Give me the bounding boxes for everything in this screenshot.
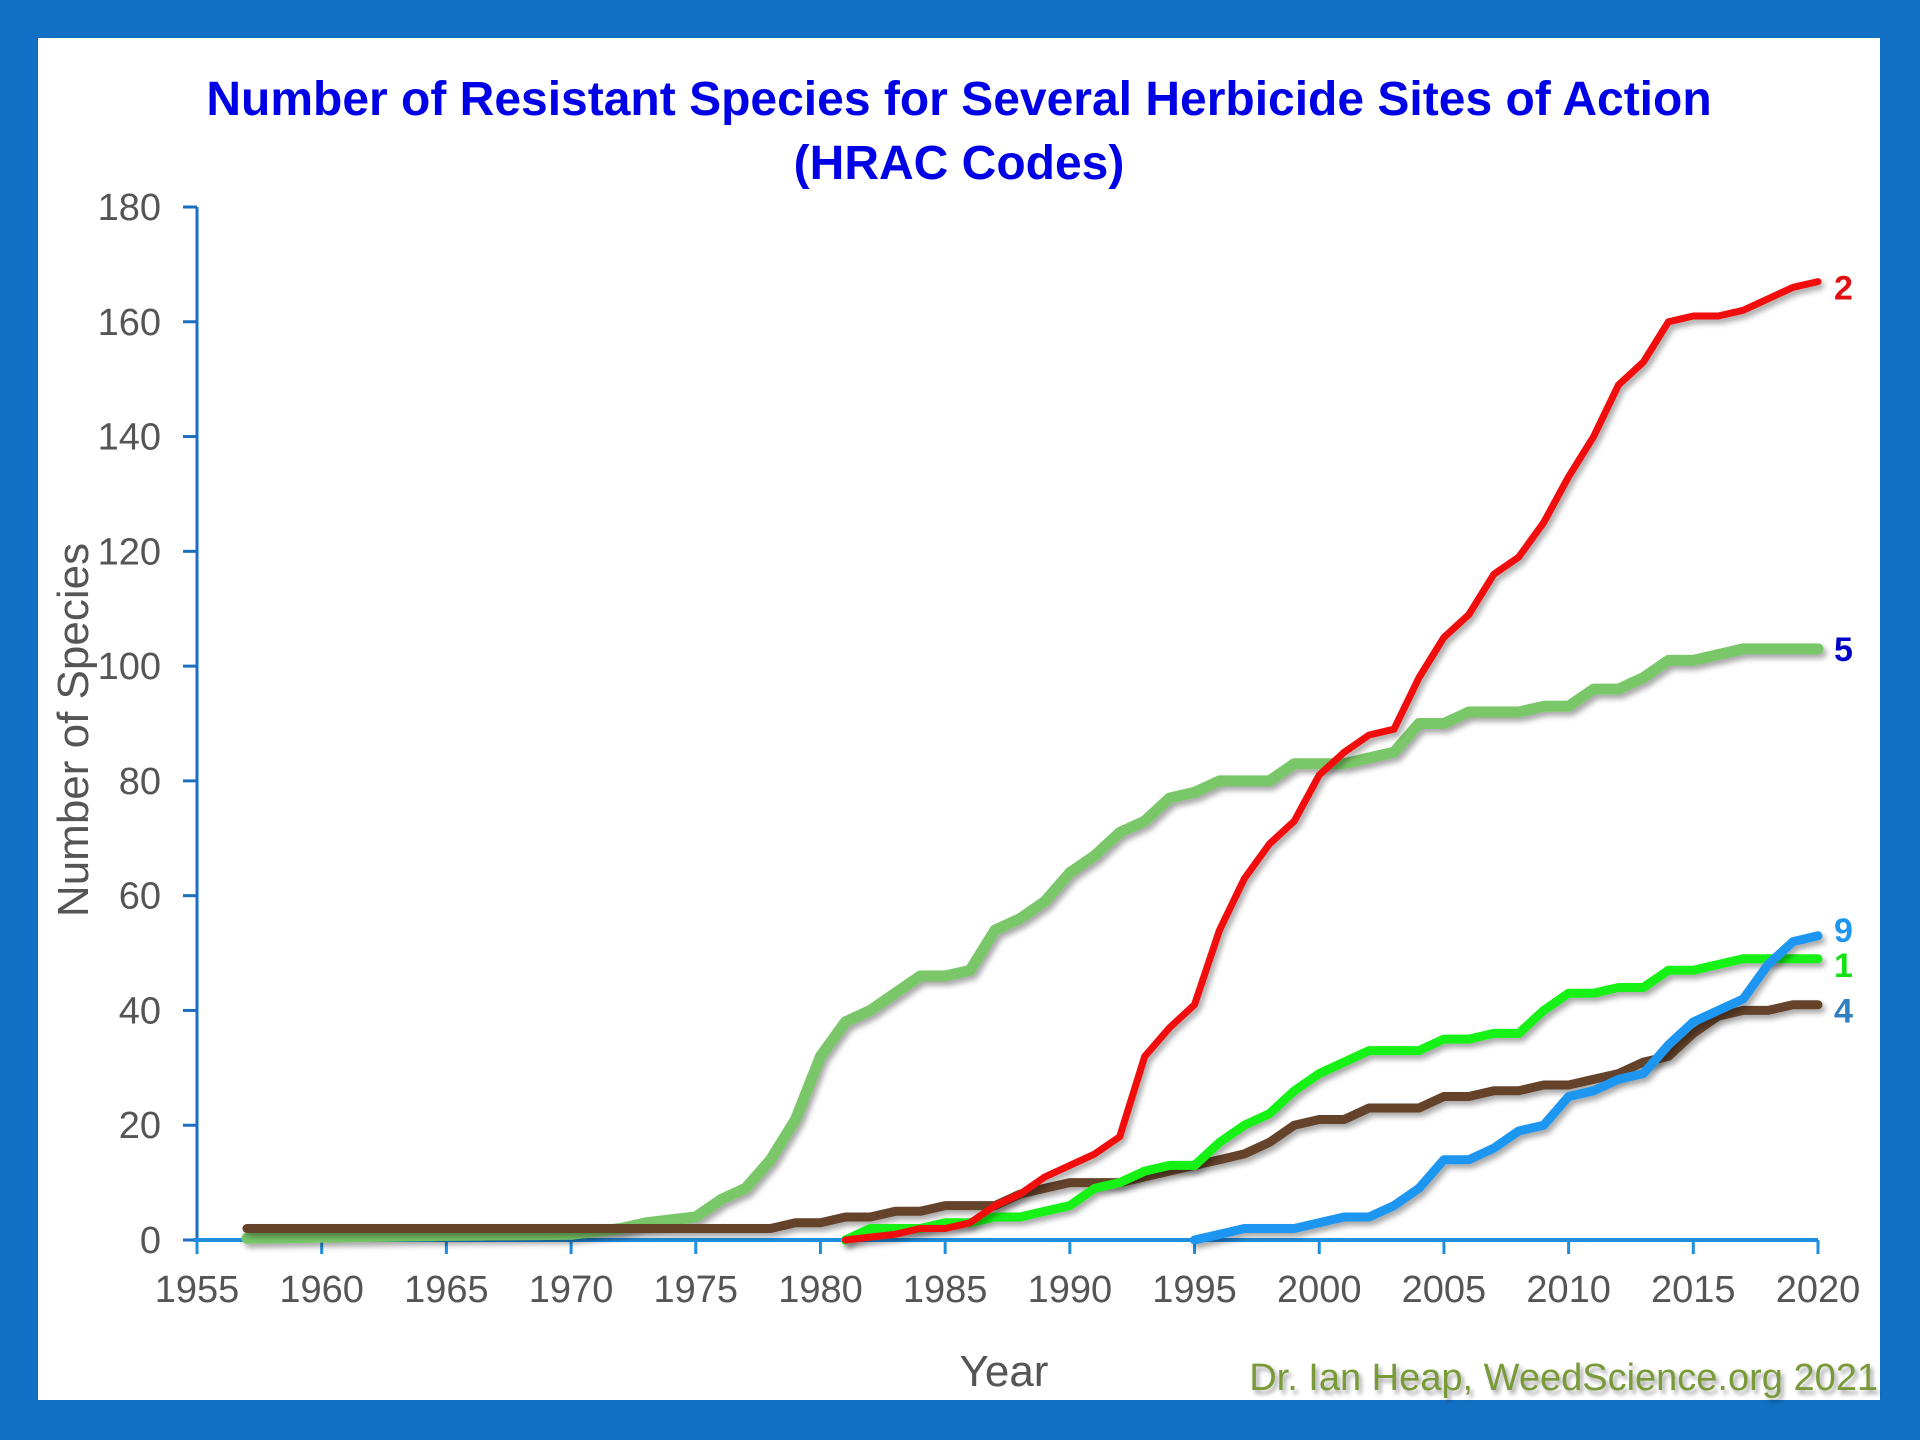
x-tick-label: 1975 [653,1269,738,1311]
x-axis-title: Year [960,1347,1049,1396]
series-line-2 [841,278,1822,1244]
y-tick-label: 120 [98,531,161,573]
x-tick-label: 1970 [529,1269,614,1311]
y-axis: 0 20 40 60 80 100 120 140 160 180 [98,187,199,1262]
end-labels: 5 4 1 2 9 [1834,270,1853,1031]
y-tick-label: 20 [119,1105,161,1147]
y-tick-label: 40 [119,990,161,1032]
series-end-label-1: 1 [1834,947,1853,985]
credit-text: Dr. Ian Heap, WeedScience.org 2021 [1249,1357,1878,1399]
series-line-5 [241,643,1824,1244]
y-tick-label: 0 [140,1220,161,1262]
x-tick-label: 1955 [155,1269,240,1311]
series-line-4 [242,1000,1823,1233]
series-end-label-4: 4 [1834,993,1853,1031]
x-tick-label: 2000 [1277,1269,1362,1311]
chart-title-line-2: (HRAC Codes) [793,137,1125,190]
x-tick-label: 1985 [903,1269,988,1311]
y-tick-label: 60 [119,876,161,918]
x-tick-label: 2005 [1402,1269,1487,1311]
y-tick-label: 140 [98,417,161,459]
x-tick-label: 1990 [1028,1269,1113,1311]
x-tick-label: 2010 [1526,1269,1611,1311]
x-tick-label: 2020 [1776,1269,1861,1311]
series-end-label-5: 5 [1834,631,1853,669]
chart-title-line-1: Number of Resistant Species for Several … [206,73,1712,126]
y-tick-label: 160 [98,302,161,344]
x-tick-label: 1965 [404,1269,489,1311]
x-axis: 1955 1960 1965 1970 1975 1980 1985 1990 1995 2000… [155,1238,1861,1311]
y-tick-label: 100 [98,646,161,688]
series-line-1 [840,954,1823,1245]
chart-title: Number of Resistant Species for Several … [38,68,1880,196]
y-tick-label: 80 [119,761,161,803]
y-tick-label: 180 [98,187,161,229]
chart-panel [38,38,1880,1400]
series-end-label-9: 9 [1834,912,1853,950]
x-tick-label: 1960 [279,1269,364,1311]
series-end-label-2: 2 [1834,270,1853,308]
series-line-9 [1190,931,1823,1245]
series-layer [241,278,1824,1245]
x-tick-label: 1995 [1152,1269,1237,1311]
x-tick-label: 2015 [1651,1269,1736,1311]
x-tick-label: 1980 [778,1269,863,1311]
y-axis-title: Number of Species [49,543,98,917]
